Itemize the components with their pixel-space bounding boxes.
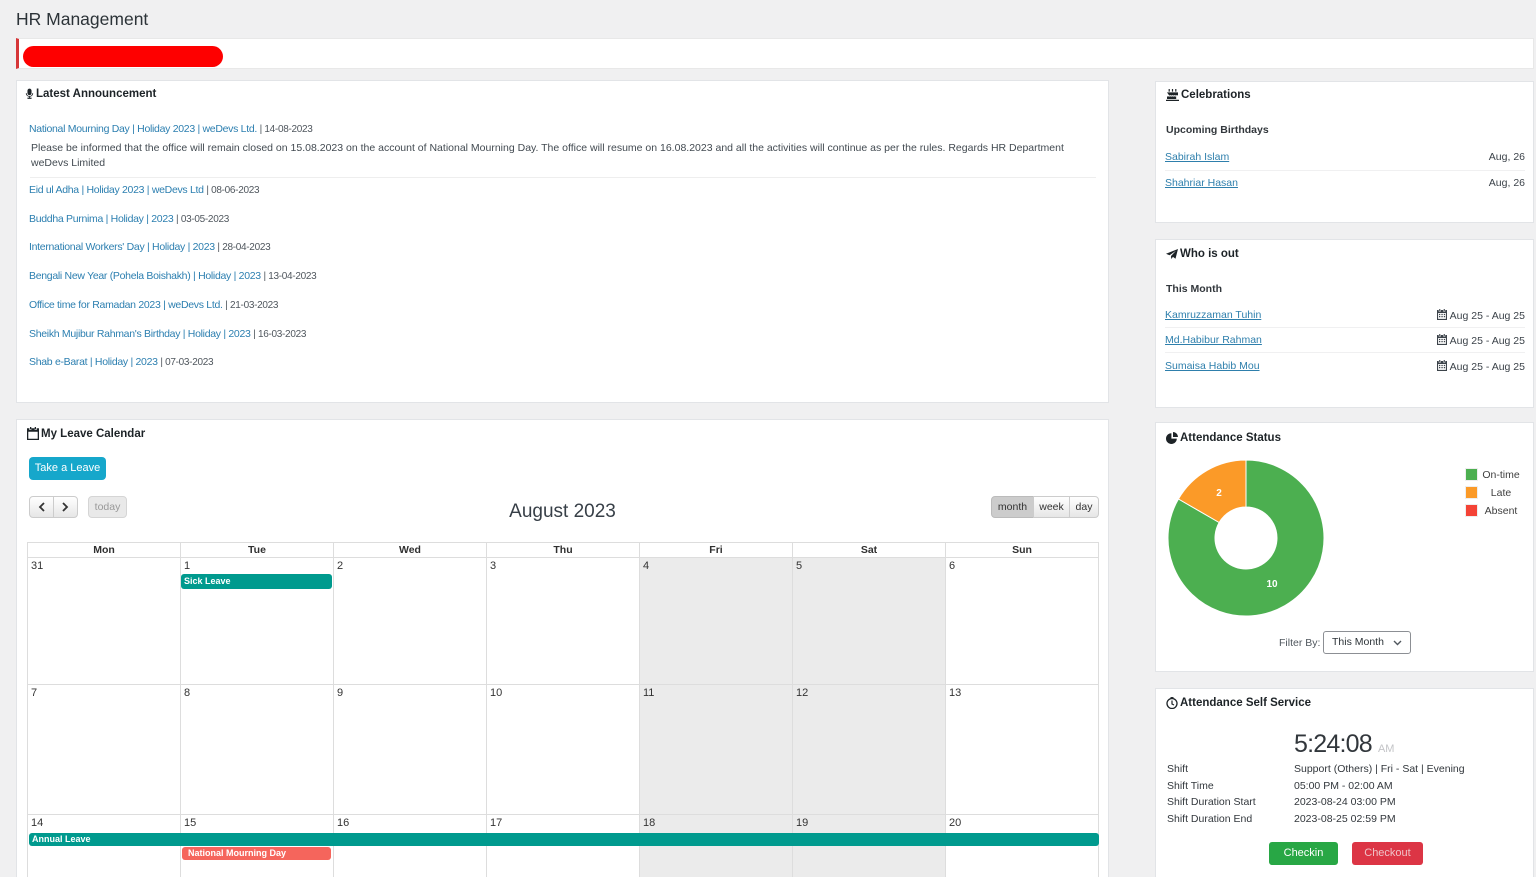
- svg-text:10: 10: [1266, 579, 1278, 590]
- svg-text:2: 2: [1216, 488, 1222, 499]
